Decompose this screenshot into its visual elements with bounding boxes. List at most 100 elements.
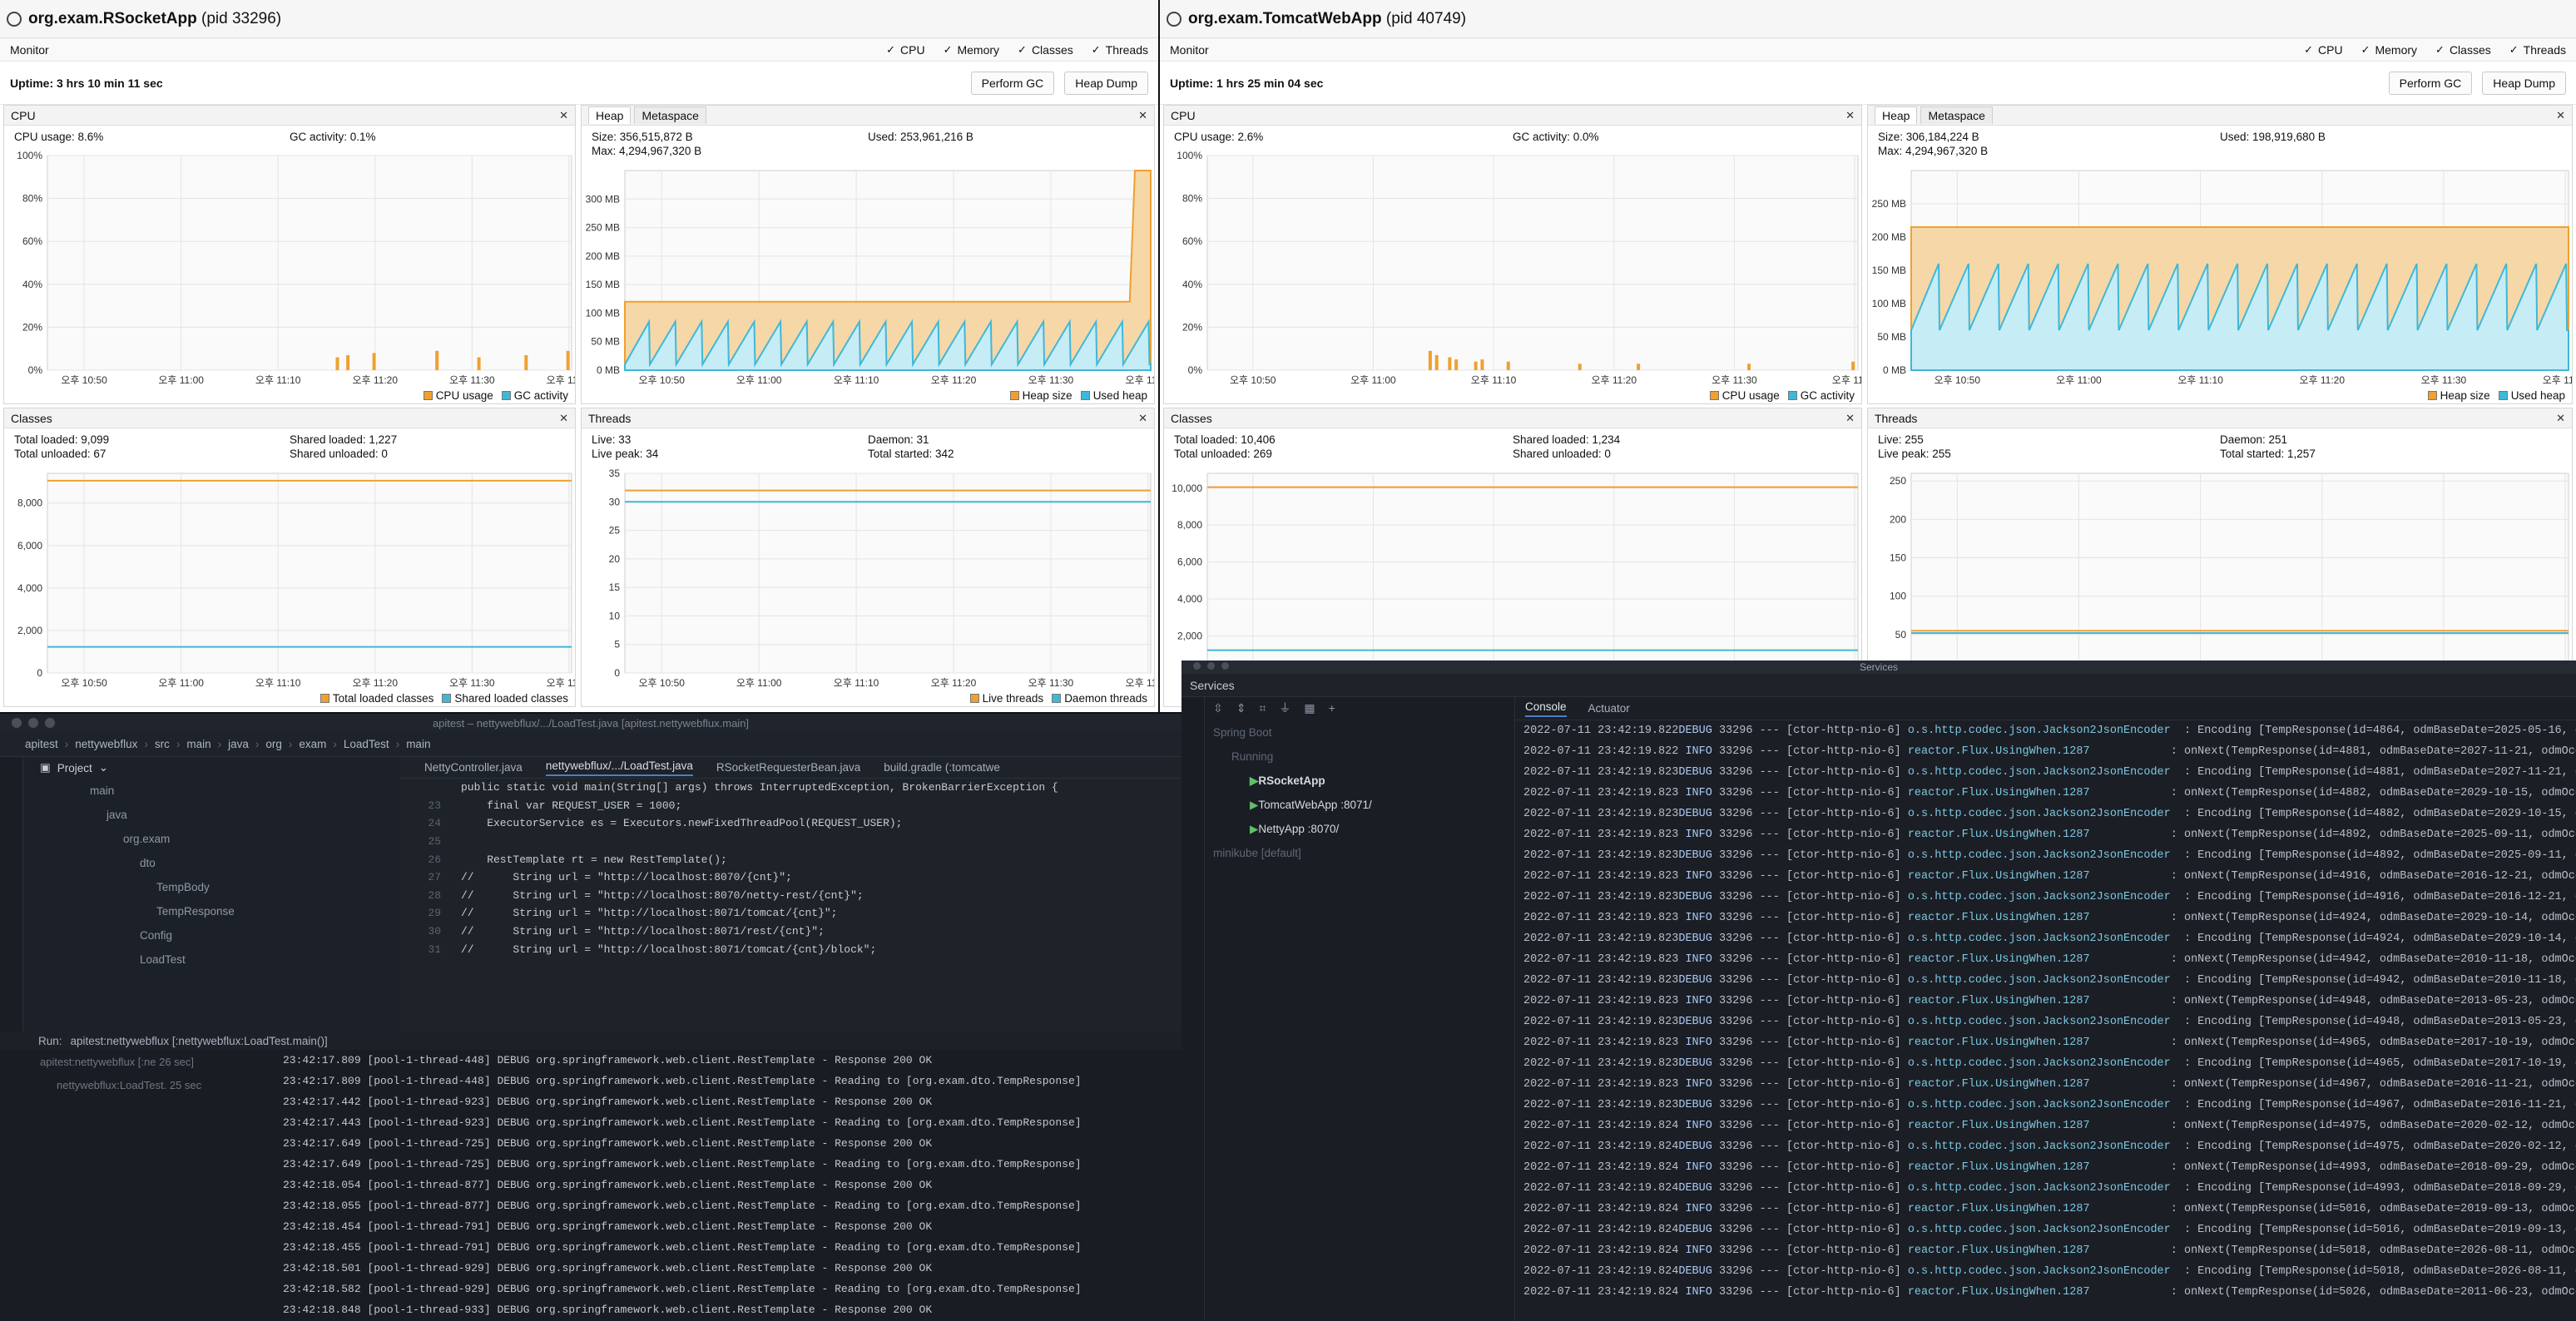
x-tick-label: 오후 11:00 [736,374,782,386]
expand-all-icon[interactable]: ⇳ [1213,700,1223,715]
y-tick-label: 80% [22,193,42,205]
cpu-usage: CPU usage: 8.6% [14,131,104,143]
tab-heap[interactable]: Heap [1875,106,1918,124]
tab-load-test[interactable]: nettywebflux/.../LoadTest.java [545,759,693,776]
add-icon[interactable]: + [1328,701,1335,715]
visualvm-window-tomcat: org.exam.TomcatWebApp (pid 40749) Monito… [1160,0,2576,712]
tree-item[interactable]: TempResponse [156,905,235,918]
cpu-usage-bar [435,350,439,370]
tab-console[interactable]: Console [1525,700,1567,717]
threads-checkbox[interactable]: ✓ Threads [2509,42,2566,57]
app-title: org.exam.RSocketApp (pid 33296) [0,0,1158,38]
tree-item[interactable]: java [107,809,127,821]
perform-gc-button[interactable]: Perform GC [2388,71,2473,95]
run-tab[interactable]: apitest:nettywebflux [:nettywebflux:Load… [70,1034,328,1047]
y-tick-label: 60% [1182,235,1202,247]
cpu-usage-bar [372,353,376,370]
window-controls[interactable] [12,718,55,728]
console-log: 2022-07-11 23:42:19.822 DEBUG 33296 --- [… [1515,720,2576,1303]
close-icon[interactable]: ✕ [1845,108,1855,121]
window-controls[interactable] [1193,662,1229,670]
heap-dump-button[interactable]: Heap Dump [1064,71,1148,95]
close-icon[interactable]: ✕ [2556,108,2565,121]
code-editor[interactable]: NettyController.java nettywebflux/.../Lo… [399,757,1181,1032]
service-item[interactable]: ▶ RSocketApp [1250,774,1325,788]
breadcrumb-item[interactable]: LoadTest [343,738,389,750]
service-item[interactable]: minikube [default] [1213,847,1301,859]
project-label[interactable]: Project [57,761,92,774]
breadcrumb-item[interactable]: nettywebflux [75,738,138,750]
service-item[interactable]: ▶ TomcatWebApp :8071/ [1250,798,1372,812]
x-tick-label: 오후 10:50 [639,374,686,386]
editor-tabs: NettyController.java nettywebflux/.../Lo… [399,757,1181,779]
tree-item[interactable]: dto [140,857,156,869]
tree-item[interactable]: main [90,784,115,797]
breadcrumb-item[interactable]: org [265,738,282,750]
close-icon[interactable]: ✕ [559,411,568,424]
console-line: 2022-07-11 23:42:19.822 INFO 33296 --- [… [1523,745,2576,758]
console-line: 2022-07-11 23:42:19.823 DEBUG 33296 --- [… [1523,891,2576,903]
filter-icon[interactable]: ⏚ [1279,701,1291,715]
cpu-checkbox[interactable]: ✓ CPU [886,42,925,57]
collapse-all-icon[interactable]: ⇕ [1236,700,1246,715]
service-item[interactable]: Spring Boot [1213,726,1272,739]
console-line: 2022-07-11 23:42:19.824 DEBUG 33296 --- [… [1523,1140,2576,1153]
y-tick-label: 100 MB [1872,298,1906,309]
tab-actuator[interactable]: Actuator [1588,702,1630,715]
code-line: 31// String url = "http://localhost:8071… [428,943,877,956]
tab-heap[interactable]: Heap [588,106,632,124]
plot-area [1206,472,1859,674]
run-tree-item[interactable]: apitest:nettywebflux [:ne 26 sec] [40,1055,194,1068]
cpu-usage-bar [1434,354,1439,370]
threads-checkbox[interactable]: ✓ Threads [1091,42,1148,57]
breadcrumb-item[interactable]: src [154,738,170,750]
layout-icon[interactable]: ▦ [1304,700,1315,715]
service-item[interactable]: Running [1231,750,1274,763]
close-icon[interactable]: ✕ [1138,108,1147,121]
breadcrumb-item[interactable]: apitest [25,738,58,750]
classes-checkbox[interactable]: ✓ Classes [1018,42,1073,57]
panel-title: Classes [11,411,52,425]
chart-legend: Total loaded classes Shared loaded classe… [320,692,568,705]
log-line: 23:42:17.443 [pool-1-thread-923] DEBUG o… [283,1116,1082,1129]
x-tick-label: 오후 11:40 [1126,677,1154,689]
close-icon[interactable]: ✕ [1845,411,1855,424]
breadcrumb-item[interactable]: java [228,738,249,750]
perform-gc-button[interactable]: Perform GC [970,71,1055,95]
classes-chart: 0 2,000 4,000 6,000 8,000 오후 10:50 오후 11:00 오후 … [4,467,575,706]
run-tree-item[interactable]: nettywebflux:LoadTest. 25 sec [57,1078,202,1091]
legend-swatch [423,391,433,400]
y-tick-label: 100 MB [586,307,620,319]
tree-item[interactable]: LoadTest [140,953,186,966]
group-icon[interactable]: ⌗ [1259,700,1266,715]
memory-checkbox[interactable]: ✓ Memory [943,42,1000,57]
plot-area [47,472,572,674]
tree-item[interactable]: org.exam [123,833,171,845]
tab-metaspace[interactable]: Metaspace [1920,106,1993,124]
cpu-checkbox[interactable]: ✓ CPU [2304,42,2343,57]
breadcrumb-item[interactable]: exam [299,738,327,750]
close-icon[interactable]: ✕ [1138,411,1147,424]
breadcrumb-item[interactable]: main [406,738,431,750]
heap-used: Used: 253,961,216 B [868,131,973,143]
heap-dump-button[interactable]: Heap Dump [2482,71,2566,95]
memory-checkbox[interactable]: ✓ Memory [2361,42,2418,57]
used-heap-area [1910,263,2569,371]
tree-item[interactable]: TempBody [156,881,210,893]
run-tree: apitest:nettywebflux [:ne 26 sec] nettyw… [23,1050,273,1321]
app-name: org.exam.TomcatWebApp [1188,9,1382,27]
breadcrumb-item[interactable]: main [186,738,211,750]
tab-build-gradle[interactable]: build.gradle (:tomcatwe [884,761,1000,774]
tree-item[interactable]: Config [140,929,173,942]
service-item[interactable]: ▶ NettyApp :8070/ [1250,822,1340,836]
tab-rsocket-requester[interactable]: RSocketRequesterBean.java [716,761,861,774]
classes-checkbox[interactable]: ✓ Classes [2435,42,2491,57]
cpu-usage-bar [1637,364,1641,370]
tab-netty-controller[interactable]: NettyController.java [424,761,523,774]
y-tick-label: 8,000 [17,497,42,509]
close-icon[interactable]: ✕ [559,108,568,121]
console-line: 2022-07-11 23:42:19.824 INFO 33296 --- [… [1523,1203,2576,1215]
close-icon[interactable]: ✕ [2556,411,2565,424]
threads-panel: Threads ✕ Live: 33 Daemon: 31 Live peak: 34… [581,408,1155,707]
tab-metaspace[interactable]: Metaspace [634,106,706,124]
